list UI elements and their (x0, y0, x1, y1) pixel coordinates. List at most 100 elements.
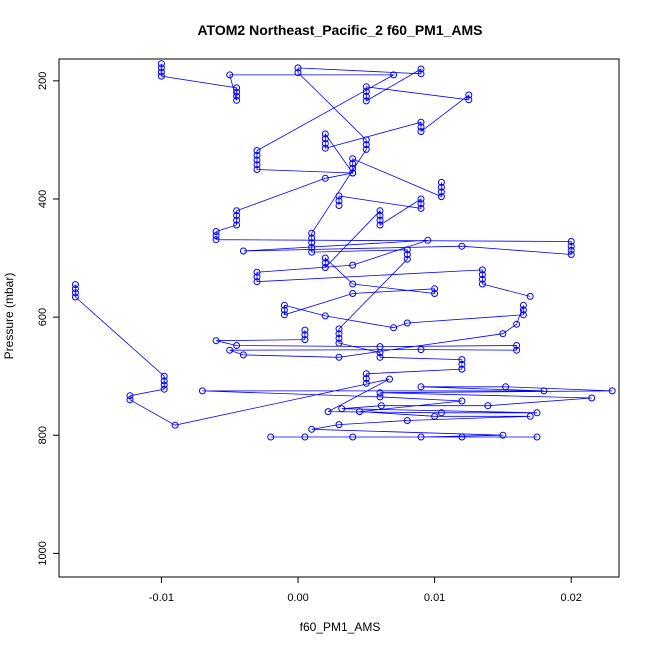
data-point (465, 91, 473, 99)
data-point (308, 234, 316, 242)
data-point (376, 221, 384, 229)
series-line (297, 67, 470, 384)
data-point (198, 387, 206, 395)
data-point (417, 128, 425, 136)
data-point (301, 433, 309, 441)
data-point (608, 387, 616, 395)
data-point (349, 169, 357, 177)
data-point (567, 238, 575, 245)
data-point (171, 421, 179, 429)
data-series (294, 64, 473, 387)
data-point (533, 433, 541, 441)
data-point (71, 285, 79, 293)
data-point (321, 259, 329, 267)
data-point (502, 383, 510, 391)
data-point (280, 306, 288, 314)
data-point (362, 379, 370, 387)
data-point (349, 290, 357, 297)
data-point (226, 346, 234, 354)
data-point (335, 197, 343, 205)
data-point (233, 88, 241, 96)
x-tick-label: -0.01 (149, 592, 174, 604)
data-point (324, 408, 332, 416)
data-point (253, 278, 261, 286)
data-point (280, 311, 288, 319)
data-point (417, 195, 425, 203)
series-layer (71, 60, 616, 441)
data-point (267, 433, 275, 441)
data-point (253, 147, 261, 155)
data-point (458, 242, 466, 250)
data-point (239, 247, 247, 255)
data-point (253, 156, 261, 164)
data-point (321, 254, 329, 262)
data-point (376, 212, 384, 219)
data-point (437, 188, 445, 196)
chart-title: ATOM2 Northeast_Pacific_2 f60_PM1_AMS (197, 22, 482, 38)
data-point (376, 393, 384, 401)
data-point (253, 268, 261, 276)
data-point (157, 64, 165, 72)
data-point (233, 92, 241, 100)
data-point (513, 346, 521, 354)
data-point (513, 320, 521, 328)
data-point (478, 271, 486, 279)
data-point (321, 140, 329, 147)
data-point (280, 301, 288, 309)
data-point (335, 421, 343, 429)
data-point (301, 336, 309, 344)
data-point (431, 285, 439, 293)
data-point (349, 261, 357, 269)
data-point (519, 306, 527, 314)
data-point (403, 246, 411, 254)
data-point (424, 236, 432, 244)
data-point (212, 232, 220, 240)
data-point (417, 65, 425, 73)
data-point (233, 212, 241, 219)
data-point (160, 385, 168, 393)
data-point (308, 239, 316, 247)
data-point (233, 216, 241, 224)
data-point (478, 280, 486, 288)
data-point (417, 433, 425, 441)
data-point (233, 207, 241, 215)
y-tick-label: 400 (37, 190, 49, 208)
data-point (417, 70, 425, 78)
data-point (478, 266, 486, 274)
x-axis: -0.01 0.00 0.01 0.02 (149, 577, 582, 604)
data-point (321, 312, 329, 320)
data-point (160, 381, 168, 389)
y-tick-label: 600 (37, 308, 49, 326)
y-tick-label: 200 (37, 72, 49, 90)
y-axis-label: Pressure (mbar) (2, 273, 16, 360)
data-point (513, 342, 521, 349)
data-point (376, 389, 384, 397)
data-point (484, 402, 492, 410)
data-point (465, 96, 473, 104)
y-tick-label: 800 (37, 426, 49, 444)
x-tick-label: 0.02 (560, 592, 581, 604)
data-point (239, 351, 247, 359)
data-point (308, 243, 316, 251)
x-tick-label: 0.00 (287, 592, 308, 604)
data-point (157, 60, 165, 68)
data-point (349, 160, 357, 167)
x-tick-label: 0.01 (424, 592, 445, 604)
data-point (321, 135, 329, 143)
data-point (519, 301, 527, 309)
data-point (335, 334, 343, 342)
data-point (321, 264, 329, 271)
data-point (212, 337, 220, 345)
data-point (335, 330, 343, 338)
data-point (386, 375, 393, 383)
data-point (71, 289, 79, 297)
data-point (431, 412, 439, 420)
data-point (437, 193, 445, 201)
plot-frame (58, 58, 620, 578)
data-point (301, 326, 309, 334)
data-point (526, 292, 534, 300)
data-series (71, 281, 616, 441)
data-point (567, 251, 575, 258)
data-point (253, 273, 261, 281)
